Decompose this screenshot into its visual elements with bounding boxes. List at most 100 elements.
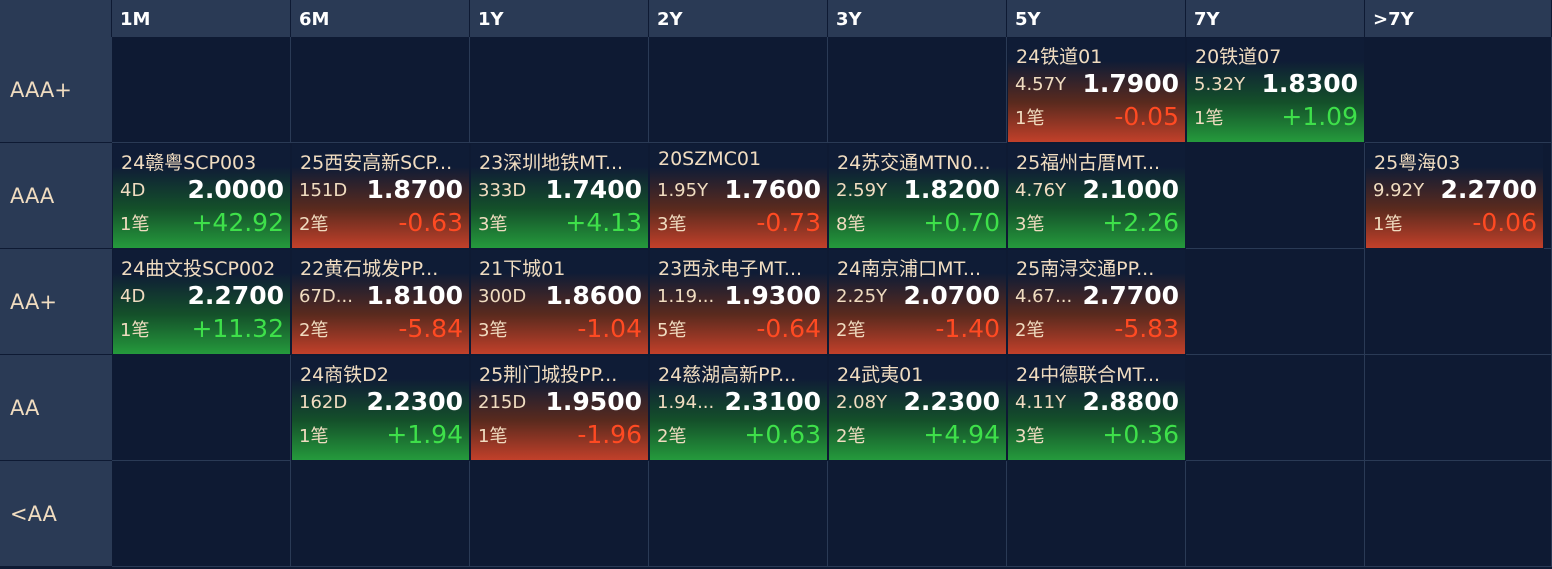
bond-change: -0.05 <box>1114 102 1179 131</box>
bond-trade-count: 1笔 <box>120 320 150 341</box>
grid-cell <box>112 461 291 567</box>
bond-price: 2.8800 <box>1082 387 1179 416</box>
bond-tile[interactable]: 24铁道01 4.57Y 1.7900 1笔 -0.05 <box>1007 37 1186 143</box>
bond-tile[interactable]: 25荆门城投PP... 215D 1.9500 1笔 -1.96 <box>470 355 649 461</box>
bond-price: 2.2300 <box>366 387 463 416</box>
bond-trade-count: 8笔 <box>836 214 866 235</box>
bond-name: 25荆门城投PP... <box>479 364 618 386</box>
column-header-gt7y[interactable]: >7Y <box>1365 0 1552 37</box>
bond-term: 162D <box>299 392 348 413</box>
bond-tile[interactable]: 24曲文投SCP002 4D 2.2700 1笔 +11.32 <box>112 249 291 355</box>
row-label-aaplus: AA+ <box>0 249 112 355</box>
bond-term: 300D <box>478 286 527 307</box>
column-header-3y[interactable]: 3Y <box>828 0 1007 37</box>
bond-name: 23深圳地铁MT... <box>479 152 624 174</box>
bond-trade-count: 3笔 <box>1015 214 1045 235</box>
bond-price: 1.7600 <box>724 175 821 204</box>
grid-cell <box>649 37 828 143</box>
grid-cell <box>1186 355 1365 461</box>
grid-cell <box>291 461 470 567</box>
bond-tile[interactable]: 21下城01 300D 1.8600 3笔 -1.04 <box>470 249 649 355</box>
bond-tile[interactable]: 20铁道07 5.32Y 1.8300 1笔 +1.09 <box>1186 37 1365 143</box>
bond-tile[interactable]: 25南浔交通PP... 4.67... 2.7700 2笔 -5.83 <box>1007 249 1186 355</box>
bond-price: 2.2700 <box>1440 175 1537 204</box>
bond-name: 24赣粤SCP003 <box>121 152 257 174</box>
bond-price: 1.8700 <box>366 175 463 204</box>
bond-term: 151D <box>299 180 348 201</box>
bond-term: 333D <box>478 180 527 201</box>
bond-term: 4.76Y <box>1015 180 1067 201</box>
bond-name: 20SZMC01 <box>658 148 762 170</box>
bond-trade-count: 1笔 <box>1373 214 1403 235</box>
bond-tile[interactable]: 24武夷01 2.08Y 2.2300 2笔 +4.94 <box>828 355 1007 461</box>
bond-price: 1.8300 <box>1261 69 1358 98</box>
bond-change: +0.36 <box>1102 420 1179 449</box>
bond-name: 21下城01 <box>479 258 566 280</box>
bond-tile[interactable]: 25西安高新SCP... 151D 1.8700 2笔 -0.63 <box>291 143 470 249</box>
bond-price: 2.2700 <box>187 281 284 310</box>
grid-cell <box>1365 355 1552 461</box>
bond-term: 2.08Y <box>836 392 888 413</box>
bond-name: 25西安高新SCP... <box>300 152 453 174</box>
bond-price: 2.3100 <box>724 387 821 416</box>
bond-term: 4.57Y <box>1015 74 1067 95</box>
bond-tile[interactable]: 24南京浦口MT... 2.25Y 2.0700 2笔 -1.40 <box>828 249 1007 355</box>
bond-name: 24商铁D2 <box>300 364 389 386</box>
bond-change: -1.40 <box>935 314 1000 343</box>
bond-tile[interactable]: 24苏交通MTN0... 2.59Y 1.8200 8笔 +0.70 <box>828 143 1007 249</box>
bond-price: 2.7700 <box>1082 281 1179 310</box>
bond-term: 1.94... <box>657 392 715 413</box>
grid-cell <box>1007 461 1186 567</box>
column-header-6m[interactable]: 6M <box>291 0 470 37</box>
bond-tile[interactable]: 24商铁D2 162D 2.2300 1笔 +1.94 <box>291 355 470 461</box>
column-header-7y[interactable]: 7Y <box>1186 0 1365 37</box>
bond-price: 2.1000 <box>1082 175 1179 204</box>
row-label-aa: AA <box>0 355 112 461</box>
bond-tile[interactable]: 22黄石城发PP... 67D... 1.8100 2笔 -5.84 <box>291 249 470 355</box>
column-header-5y[interactable]: 5Y <box>1007 0 1186 37</box>
grid-cell <box>1365 461 1552 567</box>
bond-term: 215D <box>478 392 527 413</box>
bond-price: 2.2300 <box>903 387 1000 416</box>
bond-price: 1.9500 <box>545 387 642 416</box>
column-header-1y[interactable]: 1Y <box>470 0 649 37</box>
bond-name: 24武夷01 <box>837 364 924 386</box>
bond-price: 1.9300 <box>724 281 821 310</box>
bond-term: 2.25Y <box>836 286 888 307</box>
bond-trade-count: 2笔 <box>836 426 866 447</box>
bond-price: 1.8200 <box>903 175 1000 204</box>
grid-cell <box>291 37 470 143</box>
bond-tile[interactable]: 24中德联合MT... 4.11Y 2.8800 3笔 +0.36 <box>1007 355 1186 461</box>
bond-trade-count: 2笔 <box>836 320 866 341</box>
bond-tile[interactable]: 23深圳地铁MT... 333D 1.7400 3笔 +4.13 <box>470 143 649 249</box>
bond-name: 24南京浦口MT... <box>837 258 982 280</box>
bond-trade-count: 5笔 <box>657 320 687 341</box>
bond-term: 9.92Y <box>1373 180 1425 201</box>
bond-name: 25粤海03 <box>1374 152 1461 174</box>
bond-trade-count: 3笔 <box>1015 426 1045 447</box>
bond-change: +42.92 <box>191 208 284 237</box>
bond-tile[interactable]: 24赣粤SCP003 4D 2.0000 1笔 +42.92 <box>112 143 291 249</box>
bond-tile[interactable]: 25福州古厝MT... 4.76Y 2.1000 3笔 +2.26 <box>1007 143 1186 249</box>
corner-header <box>0 0 112 37</box>
bond-tile[interactable]: 23西永电子MT... 1.19... 1.9300 5笔 -0.64 <box>649 249 828 355</box>
row-label-aaaplus: AAA+ <box>0 37 112 143</box>
grid-cell <box>1186 143 1365 249</box>
row-label-aaa: AAA <box>0 143 112 249</box>
bond-change: -1.04 <box>577 314 642 343</box>
bond-trade-count: 3笔 <box>478 320 508 341</box>
bond-tile[interactable]: 25粤海03 9.92Y 2.2700 1笔 -0.06 <box>1365 143 1544 249</box>
bond-term: 4D <box>120 286 146 307</box>
bond-tile[interactable]: 20SZMC01 1.95Y 1.7600 3笔 -0.73 <box>649 143 828 249</box>
column-header-2y[interactable]: 2Y <box>649 0 828 37</box>
bond-tile[interactable]: 24慈湖高新PP... 1.94... 2.3100 2笔 +0.63 <box>649 355 828 461</box>
bond-term: 4D <box>120 180 146 201</box>
grid-cell <box>112 37 291 143</box>
bond-change: -0.63 <box>398 208 463 237</box>
bond-trade-count: 2笔 <box>657 426 687 447</box>
bond-name: 24苏交通MTN0... <box>837 152 991 174</box>
grid-cell <box>112 355 291 461</box>
column-header-1m[interactable]: 1M <box>112 0 291 37</box>
bond-trade-count: 2笔 <box>1015 320 1045 341</box>
bond-name: 24曲文投SCP002 <box>121 258 276 280</box>
